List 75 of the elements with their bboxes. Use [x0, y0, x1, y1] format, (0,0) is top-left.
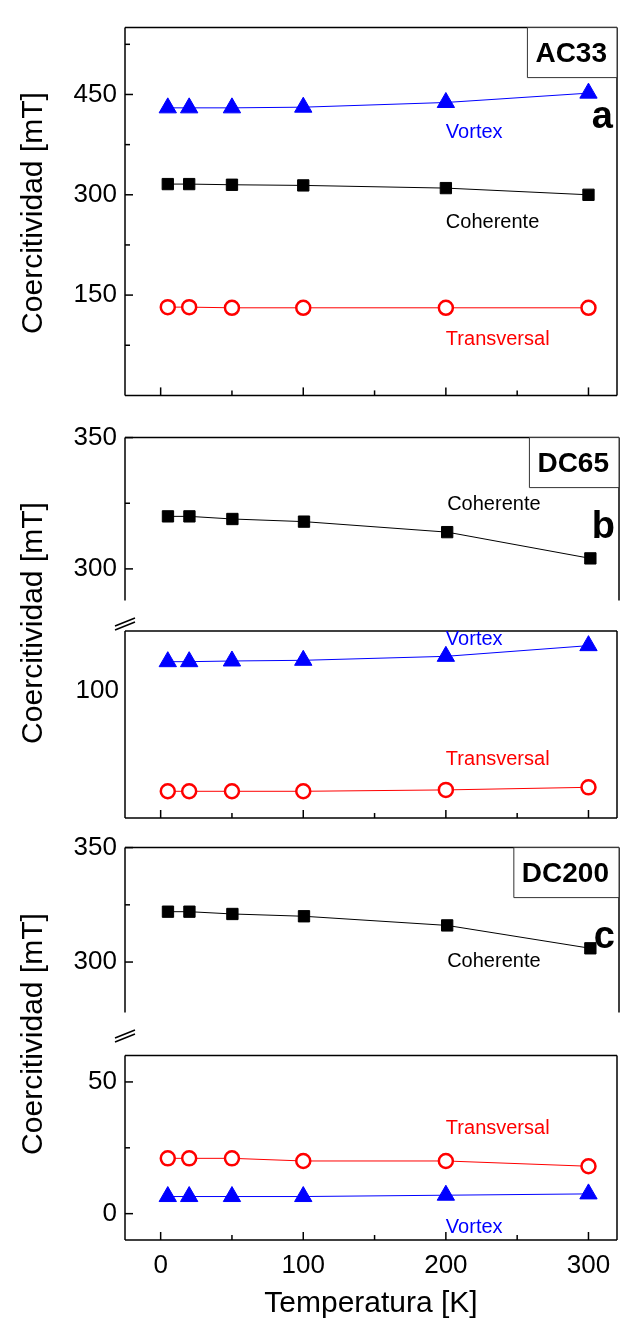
x-tick-label: 0 [153, 1248, 168, 1279]
y-tick-label: 50 [88, 1065, 117, 1096]
point [158, 651, 177, 668]
series-label: Coherente [447, 948, 541, 971]
point [161, 510, 175, 523]
point [158, 97, 177, 114]
point [180, 651, 199, 668]
point [161, 177, 174, 191]
point [297, 910, 311, 923]
chart-title: AC33 [535, 37, 608, 69]
x-tick-label: 100 [281, 1248, 325, 1279]
series-label: Transversal [445, 747, 550, 770]
point [180, 298, 198, 316]
annotation: b [591, 504, 615, 547]
y-tick-label: 300 [73, 552, 117, 583]
point [580, 779, 597, 796]
point [579, 82, 598, 99]
series-label: Vortex [445, 120, 503, 143]
y-tick-label: 300 [73, 177, 117, 208]
point [437, 781, 455, 799]
y-tick-label: 300 [73, 945, 117, 976]
y-axis-title: Coercitividad [mT] [14, 912, 49, 1157]
point [436, 92, 456, 108]
point [439, 181, 453, 195]
point [225, 178, 239, 191]
x-tick-label: 200 [424, 1248, 468, 1279]
point [584, 552, 597, 565]
point [180, 97, 199, 114]
point [223, 299, 241, 317]
point [183, 177, 196, 191]
point [180, 783, 198, 800]
series-label: Transversal [445, 327, 550, 350]
point [584, 942, 597, 955]
point [297, 179, 310, 192]
chart-title: DC65 [537, 447, 610, 479]
point [297, 515, 311, 528]
point [582, 188, 595, 201]
annotation: c [593, 914, 615, 957]
series-label: Vortex [445, 1214, 503, 1237]
y-tick-label: 350 [73, 830, 117, 861]
point [294, 649, 313, 666]
chart-title: DC200 [521, 857, 610, 889]
point [226, 512, 239, 526]
point [436, 645, 456, 662]
point [223, 783, 241, 800]
y-tick-label: 150 [73, 278, 117, 309]
series-label: Vortex [445, 626, 503, 649]
y-axis-title: Coercitividad [mT] [14, 91, 49, 336]
y-tick-label: 450 [73, 77, 117, 108]
text: 100 [75, 674, 119, 705]
point [441, 919, 454, 932]
point [183, 510, 196, 523]
point [222, 97, 242, 114]
point [161, 905, 175, 918]
point [295, 299, 312, 317]
point [580, 299, 597, 317]
annotation: a [591, 94, 614, 137]
y-tick-label: 0 [102, 1196, 117, 1227]
point [159, 783, 177, 800]
y-tick-label: 350 [73, 420, 117, 451]
series-label: Coherente [445, 209, 540, 232]
point [579, 635, 598, 652]
point [226, 907, 239, 921]
y-axis-title: Coercitividad [mT] [14, 501, 49, 746]
point [295, 783, 312, 800]
point [441, 525, 454, 539]
point [437, 299, 455, 317]
series-label: Coherente [447, 491, 541, 514]
x-axis-title: Temperatura [K] [264, 1285, 478, 1319]
point [222, 650, 242, 667]
x-tick-label: 300 [566, 1248, 611, 1279]
point [183, 905, 196, 918]
point [294, 96, 313, 113]
point [159, 298, 177, 316]
series-label: Transversal [445, 1116, 550, 1139]
